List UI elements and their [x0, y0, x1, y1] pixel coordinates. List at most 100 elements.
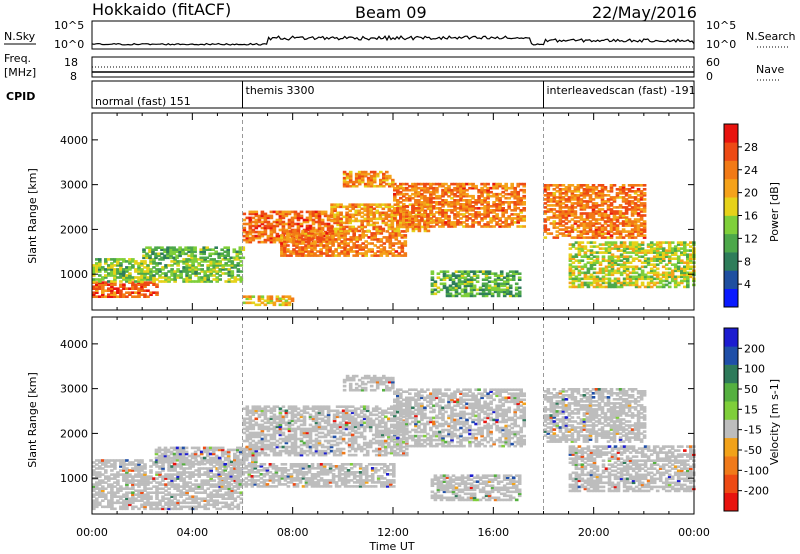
heatmap-cell — [642, 194, 647, 197]
heatmap-cell — [351, 182, 356, 186]
heatmap-cell — [658, 281, 663, 285]
heatmap-cell — [393, 194, 397, 198]
heatmap-cell — [233, 481, 238, 484]
heatmap-cell — [137, 473, 141, 476]
heatmap-cell — [670, 257, 675, 261]
heatmap-cell — [208, 448, 213, 452]
heatmap-cell — [640, 243, 645, 246]
heatmap-cell — [411, 227, 416, 231]
heatmap-cell — [430, 292, 435, 296]
heatmap-cell — [104, 270, 108, 273]
heatmap-cell — [580, 249, 585, 252]
heatmap-cell — [173, 280, 177, 283]
heatmap-cell — [667, 241, 672, 244]
heatmap-cell — [399, 217, 403, 220]
heatmap-cell — [137, 463, 141, 466]
heatmap-cell — [495, 186, 499, 190]
heatmap-cell — [558, 212, 563, 215]
heatmap-cell — [236, 481, 241, 484]
heatmap-cell — [600, 214, 605, 217]
heatmap-cell — [217, 252, 222, 256]
heatmap-cell — [585, 184, 590, 187]
heatmap-cell — [445, 274, 450, 278]
heatmap-cell — [469, 286, 474, 290]
heatmap-cell — [579, 208, 584, 211]
heatmap-cell — [257, 224, 262, 228]
heatmap-cell — [429, 217, 433, 220]
heatmap-cell — [125, 463, 129, 466]
heatmap-cell — [101, 283, 105, 287]
heatmap-cell — [322, 240, 326, 243]
heatmap-cell — [280, 252, 284, 255]
heatmap-cell — [263, 238, 268, 242]
heatmap-cell — [313, 246, 317, 249]
heatmap-cell — [337, 232, 341, 235]
colorbar-tick-label: 24 — [744, 164, 758, 177]
heatmap-cell — [110, 268, 114, 271]
heatmap-cell — [646, 285, 651, 289]
heatmap-cell — [110, 497, 114, 501]
heatmap-cell — [477, 211, 481, 214]
heatmap-cell — [612, 226, 617, 229]
heatmap-cell — [164, 485, 168, 488]
heatmap-cell — [363, 207, 368, 211]
heatmap-cell — [107, 280, 111, 283]
heatmap-cell — [420, 225, 425, 229]
heatmap-cell — [652, 263, 657, 267]
heatmap-cell — [336, 219, 340, 223]
heatmap-cell — [390, 221, 395, 225]
heatmap-cell — [110, 283, 114, 287]
heatmap-cell — [414, 194, 418, 198]
heatmap-cell — [588, 228, 593, 231]
heatmap-cell — [248, 220, 253, 224]
heatmap-cell — [631, 241, 636, 244]
heatmap-cell — [266, 234, 271, 238]
heatmap-cell — [588, 212, 593, 215]
heatmap-cell — [149, 274, 153, 277]
heatmap-cell — [334, 232, 338, 235]
heatmap-cell — [292, 248, 296, 251]
heatmap-cell — [433, 288, 438, 292]
heatmap-cell — [173, 497, 177, 501]
heatmap-cell — [442, 286, 447, 290]
heatmap-cell — [95, 493, 99, 497]
heatmap-cell — [317, 222, 322, 226]
heatmap-cell — [361, 254, 366, 257]
heatmap-cell — [337, 244, 341, 247]
heatmap-cell — [498, 196, 502, 200]
heatmap-cell — [447, 205, 451, 208]
heatmap-cell — [110, 293, 114, 297]
heatmap-cell — [508, 286, 513, 290]
heatmap-cell — [266, 295, 271, 299]
heatmap-cell — [230, 276, 235, 279]
heatmap-cell — [337, 234, 341, 237]
heatmap-cell — [203, 278, 208, 281]
heatmap-cell — [630, 236, 635, 239]
heatmap-cell — [579, 222, 584, 225]
heatmap-cell — [137, 268, 141, 271]
heatmap-cell — [639, 202, 644, 205]
heatmap-cell — [178, 456, 183, 460]
heatmap-cell — [420, 182, 424, 186]
heatmap-cell — [157, 446, 162, 450]
heatmap-cell — [140, 495, 144, 499]
heatmap-cell — [200, 268, 205, 271]
heatmap-cell — [588, 214, 593, 217]
heatmap-cell — [343, 230, 347, 233]
heatmap-cell — [148, 246, 152, 250]
heatmap-cell — [631, 267, 636, 271]
heatmap-cell — [238, 246, 243, 250]
heatmap-cell — [345, 174, 350, 178]
heatmap-cell — [405, 215, 409, 218]
heatmap-cell — [158, 258, 162, 261]
heatmap-cell — [561, 206, 566, 209]
heatmap-cell — [447, 217, 451, 220]
heatmap-cell — [128, 287, 132, 291]
heatmap-cell — [92, 268, 96, 271]
heatmap-cell — [221, 465, 226, 468]
heatmap-cell — [95, 491, 99, 495]
heatmap-cell — [543, 212, 548, 215]
heatmap-cell — [658, 247, 663, 250]
heatmap-cell — [555, 190, 560, 193]
